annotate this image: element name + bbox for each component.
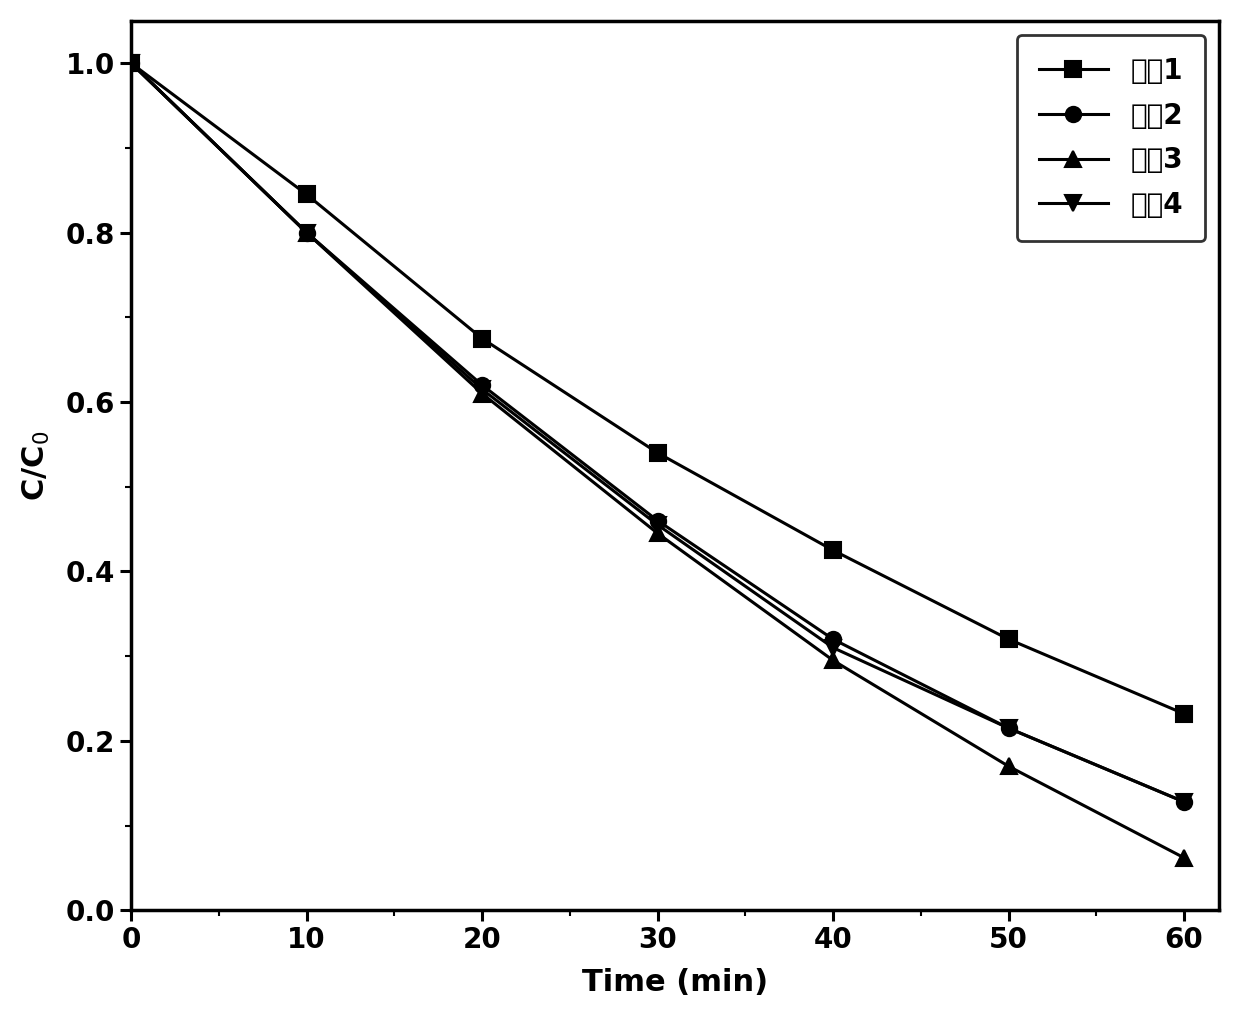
Legend: 实例1, 实例2, 实例3, 实例4: 实例1, 实例2, 实例3, 实例4 [1017, 35, 1205, 241]
Y-axis label: C/C$_0$: C/C$_0$ [21, 431, 52, 501]
实例2 [299, 226, 314, 238]
实例4 [124, 57, 139, 69]
X-axis label: Time (min): Time (min) [582, 968, 769, 998]
实例4 [299, 226, 314, 238]
实例4 [475, 383, 490, 395]
实例2 [124, 57, 139, 69]
Line: 实例2: 实例2 [124, 56, 1192, 809]
实例1 [1177, 708, 1192, 720]
实例3 [1001, 760, 1016, 773]
实例3 [1177, 852, 1192, 864]
实例3 [650, 527, 665, 540]
实例3 [826, 655, 841, 667]
实例1 [826, 545, 841, 557]
实例1 [650, 447, 665, 459]
实例2 [650, 514, 665, 526]
Line: 实例3: 实例3 [124, 56, 1192, 865]
实例2 [826, 633, 841, 645]
实例4 [650, 519, 665, 531]
实例1 [124, 57, 139, 69]
实例4 [1177, 796, 1192, 808]
Line: 实例1: 实例1 [124, 56, 1192, 722]
实例1 [1001, 633, 1016, 645]
实例3 [299, 226, 314, 238]
实例2 [475, 379, 490, 391]
Line: 实例4: 实例4 [124, 56, 1192, 809]
实例1 [475, 333, 490, 345]
实例2 [1177, 796, 1192, 808]
实例1 [299, 188, 314, 201]
实例2 [1001, 722, 1016, 734]
实例3 [124, 57, 139, 69]
实例4 [1001, 722, 1016, 734]
实例4 [826, 641, 841, 654]
实例3 [475, 388, 490, 400]
